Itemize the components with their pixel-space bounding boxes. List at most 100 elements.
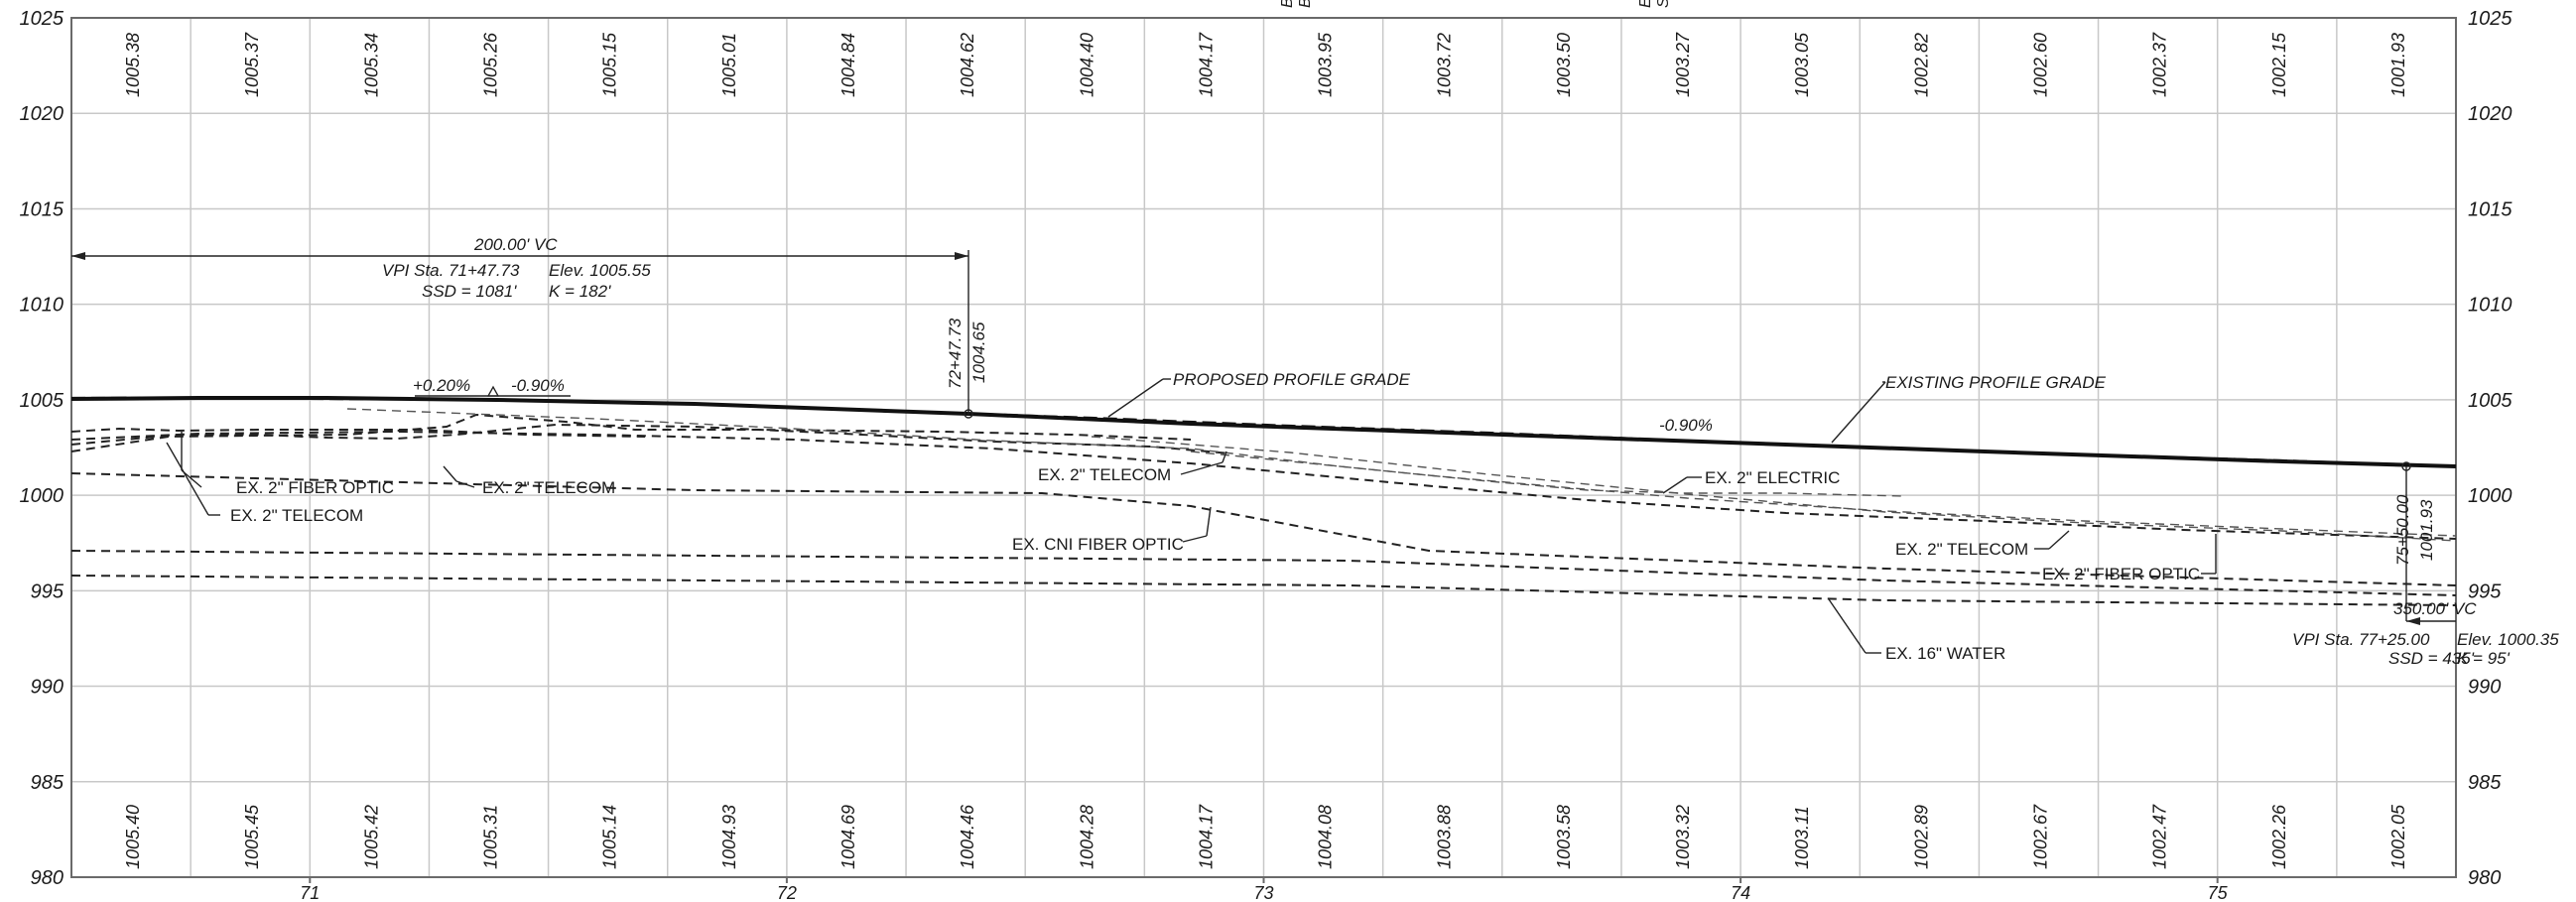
elevation-tick-left: 1000 [20, 485, 64, 507]
elevation-tick-right: 1015 [2468, 198, 2512, 220]
existing-elevation-label: 1005.42 [361, 805, 381, 869]
elevation-tick-left: 1025 [20, 8, 64, 30]
proposed-elevation-label: 1004.40 [1077, 33, 1096, 97]
existing-elevation-label: 1005.31 [481, 805, 501, 869]
proposed-elevation-label: 1003.27 [1673, 32, 1693, 97]
proposed-elevation-label: 1002.37 [2150, 32, 2170, 97]
vc1-ssd: SSD = 1081' [422, 282, 517, 301]
proposed-elevation-label: 1004.17 [1196, 32, 1216, 97]
fiber-optic-right-label: EX. 2" FIBER OPTIC [2042, 565, 2200, 583]
elevation-axis-right: 1025 1020 1015 1010 1005 1000 995 990 985 980 [2468, 8, 2512, 889]
elevation-tick-right: 1025 [2468, 8, 2512, 30]
elevation-tick-left: 1010 [20, 295, 64, 317]
station-axis: 71 72 73 74 75 [300, 877, 2228, 902]
existing-elevations-row: 1005.40 1005.45 1005.42 1005.31 1005.14 1004.… [123, 804, 2408, 869]
proposed-elevation-label: 1005.37 [242, 32, 262, 97]
vc2-k: K = 95' [2457, 649, 2511, 668]
vc1-vpi-station: VPI Sta. 71+47.73 [382, 261, 520, 280]
elevation-tick-left: 1020 [20, 103, 64, 125]
vertical-curve-2: 75+50.00 1001.93 350.00' VC VPI Sta. 77+… [2292, 462, 2559, 668]
existing-elevation-label: 1003.58 [1554, 805, 1574, 869]
proposed-elevation-label: 1005.34 [361, 33, 381, 97]
proposed-elevation-label: 1005.38 [123, 33, 143, 97]
existing-elevation-label: 1003.88 [1435, 805, 1455, 869]
station-label: 73 [1253, 883, 1273, 902]
main-grade: -0.90% [1659, 416, 1713, 435]
proposed-elevation-label: 1003.72 [1435, 33, 1455, 97]
vc1-length: 200.00' VC [473, 235, 558, 254]
grid [71, 18, 2456, 877]
existing-elevation-label: 1004.28 [1077, 805, 1096, 869]
vc1-grade-out: -0.90% [511, 376, 565, 395]
existing-elevation-label: 1003.11 [1792, 806, 1812, 869]
fiber-optic-left-label: EX. 2" FIBER OPTIC [236, 478, 394, 497]
vc1-vpc-elevation: 1004.65 [969, 322, 988, 383]
existing-elevation-label: 1004.93 [719, 805, 739, 869]
existing-elevation-label: 1002.89 [1911, 805, 1931, 869]
vc2-vpi-station: VPI Sta. 77+25.00 [2292, 630, 2430, 649]
elevation-axis-left: 1025 1020 1015 1010 1005 1000 995 990 985 980 [20, 8, 64, 889]
elevation-tick-left: 990 [31, 677, 64, 699]
top-fragment-right-a: E [1637, 0, 1654, 8]
proposed-elevation-label: 1002.15 [2269, 32, 2289, 97]
proposed-elevation-label: 1003.50 [1554, 33, 1574, 97]
existing-elevation-label: 1003.32 [1673, 805, 1693, 869]
existing-elevation-label: 1004.08 [1316, 805, 1336, 869]
top-fragment-right-b: S [1655, 0, 1672, 8]
water-label: EX. 16" WATER [1885, 644, 2005, 663]
vc1-grade-in: +0.20% [413, 376, 470, 395]
electric-label: EX. 2" ELECTRIC [1705, 468, 1840, 487]
telecom-center-label: EX. 2" TELECOM [1038, 465, 1171, 484]
cni-fiber-label: EX. CNI FIBER OPTIC [1012, 535, 1184, 554]
proposed-elevation-label: 1004.84 [838, 33, 858, 97]
station-label: 71 [300, 883, 320, 902]
existing-elevation-label: 1004.46 [958, 804, 977, 869]
existing-grade-label: EXISTING PROFILE GRADE [1885, 373, 2107, 392]
elevation-tick-right: 990 [2468, 677, 2501, 699]
elevation-tick-left: 1005 [20, 390, 64, 412]
elevation-tick-right: 1000 [2468, 485, 2512, 507]
vc1-vpc-station: 72+47.73 [946, 318, 965, 389]
proposed-elevation-label: 1003.95 [1316, 32, 1336, 97]
station-label: 72 [777, 883, 797, 902]
existing-elevation-label: 1005.45 [242, 804, 262, 869]
proposed-elevation-label: 1005.01 [719, 33, 739, 97]
proposed-elevation-label: 1001.93 [2388, 33, 2408, 97]
vc2-length: 350.00' VC [2393, 599, 2477, 618]
proposed-elevations-row: 1005.38 1005.37 1005.34 1005.26 1005.15 1005.… [123, 32, 2408, 97]
elevation-tick-right: 985 [2468, 772, 2502, 794]
proposed-elevation-label: 1003.05 [1792, 32, 1812, 97]
station-label: 75 [2208, 883, 2229, 902]
elevation-tick-right: 1020 [2468, 103, 2512, 125]
vc1-vpi-elevation: Elev. 1005.55 [549, 261, 651, 280]
elevation-tick-right: 1010 [2468, 295, 2512, 317]
proposed-elevation-label: 1002.60 [2030, 33, 2050, 97]
elevation-tick-left: 995 [31, 580, 64, 602]
vc2-vpc-elevation: 1001.93 [2417, 499, 2436, 561]
vc1-k: K = 182' [549, 282, 611, 301]
telecom-right-label: EX. 2" TELECOM [1895, 540, 2028, 559]
existing-elevation-label: 1002.67 [2030, 804, 2050, 869]
elevation-tick-right: 980 [2468, 867, 2501, 889]
proposed-elevation-label: 1004.62 [958, 33, 977, 97]
top-fragment-left-a: BE [1279, 0, 1296, 8]
elevation-tick-left: 980 [31, 867, 64, 889]
existing-elevation-label: 1004.17 [1196, 804, 1216, 869]
elevation-tick-left: 1015 [20, 198, 64, 220]
existing-elevation-label: 1005.40 [123, 805, 143, 869]
existing-elevation-label: 1002.05 [2388, 804, 2408, 869]
elevation-tick-left: 985 [31, 772, 64, 794]
existing-elevation-label: 1004.69 [838, 805, 858, 869]
proposed-elevation-label: 1005.26 [481, 32, 501, 97]
existing-elevation-label: 1002.47 [2150, 804, 2170, 869]
station-label: 74 [1731, 883, 1750, 902]
vertical-curve-1: 200.00' VC VPI Sta. 71+47.73 Elev. 1005.… [71, 235, 988, 418]
telecom-left-mid-label: EX. 2" TELECOM [482, 478, 615, 497]
telecom-left-low-label: EX. 2" TELECOM [230, 506, 363, 525]
proposed-grade-label: PROPOSED PROFILE GRADE [1173, 370, 1411, 389]
proposed-elevation-label: 1002.82 [1911, 33, 1931, 97]
top-fragment-left-b: BE [1297, 0, 1314, 8]
elevation-tick-right: 1005 [2468, 390, 2512, 412]
existing-elevation-label: 1005.14 [600, 805, 620, 869]
